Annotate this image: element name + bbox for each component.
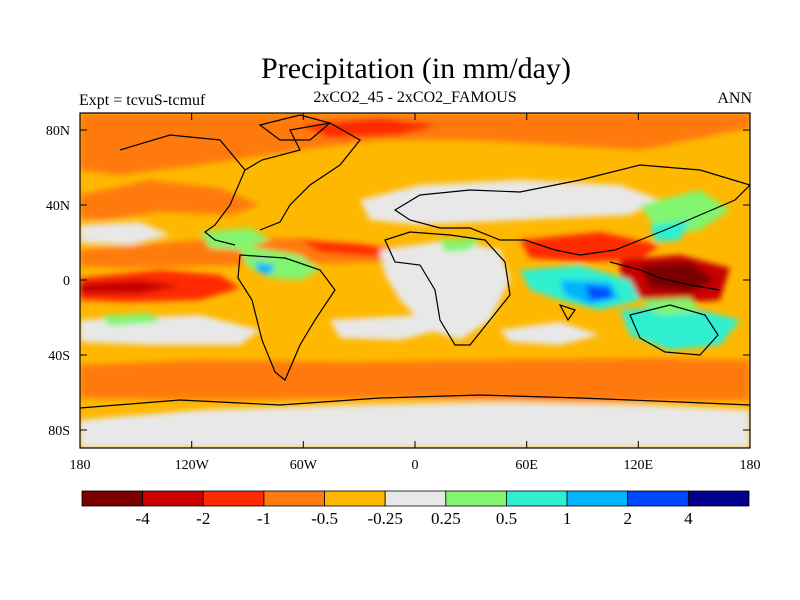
longitude-labels: 180 120W 60W 0 60E 120E 180	[70, 458, 761, 473]
samerica-blue	[255, 262, 275, 275]
colorbar-label: 2	[623, 509, 632, 528]
colorbar-label: 0.25	[431, 509, 461, 528]
colorbar-label: -0.25	[367, 509, 402, 528]
australia-cyan	[620, 305, 740, 350]
warmpool-darkred	[640, 262, 715, 292]
eastasia-cyan	[650, 220, 690, 242]
colorbar-swatch	[263, 490, 325, 507]
africa-grey	[380, 240, 510, 340]
lat-label-0: 0	[63, 274, 70, 289]
india-red	[520, 232, 660, 262]
colorbar-label: 0.5	[496, 509, 517, 528]
indian-darkblue	[585, 285, 612, 300]
spac-green	[100, 313, 160, 326]
subtrop-grey	[80, 222, 170, 245]
lon-label-180e: 180	[740, 458, 761, 473]
australia-coast	[629, 304, 719, 356]
coastlines	[80, 114, 750, 409]
southern-ocean-orange	[80, 358, 750, 402]
colorbar-swatch	[202, 490, 265, 507]
lat-label-80n: 80N	[46, 124, 70, 139]
atlantic-itcz-red	[300, 240, 400, 256]
colorbar-swatch	[627, 490, 689, 507]
lat-label-80s: 80S	[48, 424, 70, 439]
colorbar-swatch	[81, 490, 144, 507]
colorbar: -4 -2 -1 -0.5 -0.25 0.25 0.5 1 2 4	[81, 490, 750, 528]
eurasia-coast	[393, 164, 750, 256]
north-america-coast	[119, 134, 246, 246]
africa-green	[440, 238, 480, 252]
colorbar-swatch	[445, 490, 507, 507]
colorbar-swatch	[566, 490, 629, 507]
precipitation-field	[80, 113, 750, 448]
arctic-strong	[300, 118, 440, 138]
eq-pacific-darkred	[80, 280, 180, 294]
arctic-decrease	[80, 113, 750, 175]
colorbar-swatch	[506, 490, 568, 507]
season-label: ANN	[717, 90, 752, 107]
lon-label-60w: 60W	[290, 458, 318, 473]
antarctica-coast	[80, 394, 750, 409]
npac-orange	[80, 180, 260, 220]
colorbar-label: 4	[684, 509, 693, 528]
greenland-coast	[258, 114, 332, 141]
caribbean-green	[200, 228, 270, 250]
madagascar-coast	[558, 303, 576, 322]
colorbar-swatch	[384, 490, 447, 507]
africa-coast	[384, 231, 511, 346]
plot-title: Precipitation (in mm/day)	[261, 52, 571, 85]
colorbar-swatch	[142, 490, 204, 507]
latitude-labels: 80N 40N 0 40S 80S	[46, 124, 70, 439]
lon-label-0: 0	[412, 458, 419, 473]
lon-label-180w: 180	[70, 458, 91, 473]
eurasia-grey	[360, 180, 660, 225]
satl-grey	[330, 315, 440, 340]
colorbar-swatch	[687, 490, 750, 507]
lon-label-120e: 120E	[624, 458, 654, 473]
colorbar-label: -2	[196, 509, 210, 528]
colorbar-swatch	[324, 490, 386, 507]
comparison-label: 2xCO2_45 - 2xCO2_FAMOUS	[313, 89, 517, 106]
colorbar-label: -4	[136, 509, 151, 528]
maritime-continent-coast	[609, 261, 721, 291]
lat-label-40s: 40S	[48, 349, 70, 364]
lon-label-60e: 60E	[515, 458, 538, 473]
axis-ticks	[79, 113, 751, 448]
antarctic-grey	[80, 402, 750, 448]
sind-grey	[500, 322, 600, 345]
north-america-east-coast	[244, 122, 361, 231]
lat-label-40n: 40N	[46, 199, 70, 214]
lon-label-120w: 120W	[175, 458, 210, 473]
experiment-label: Expt = tcvuS-tcmuf	[79, 92, 206, 109]
australia-green	[640, 298, 700, 315]
south-america-coast	[237, 254, 336, 381]
colorbar-label: -0.5	[311, 509, 338, 528]
colorbar-label: -1	[257, 509, 271, 528]
colorbar-label: 1	[563, 509, 572, 528]
